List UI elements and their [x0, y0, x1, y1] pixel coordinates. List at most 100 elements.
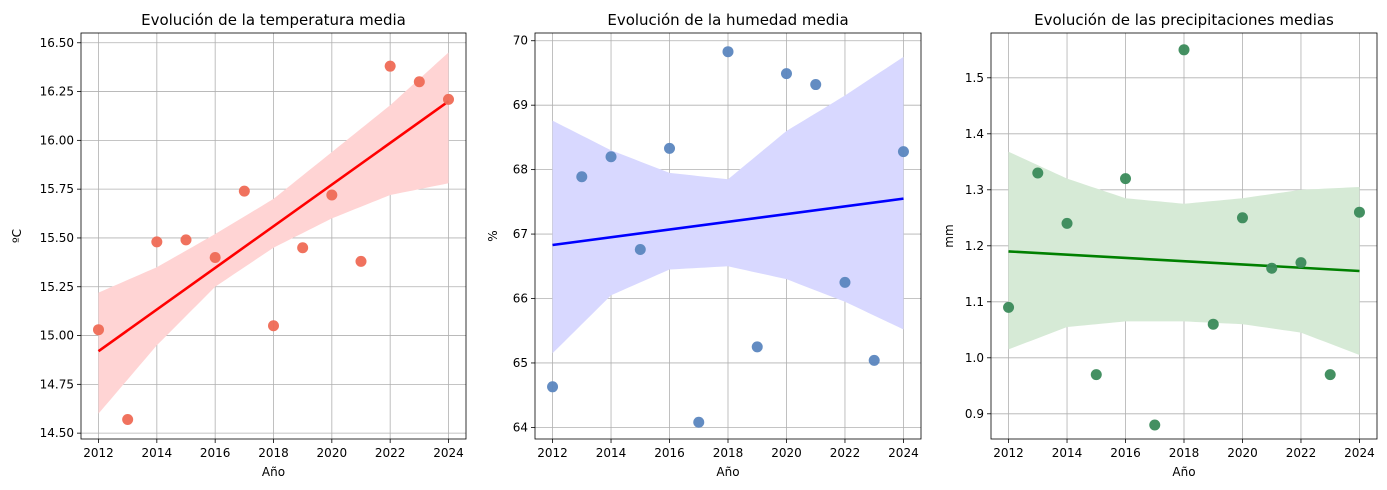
- y-tick-label: 1.0: [965, 351, 984, 365]
- data-point: [751, 341, 763, 353]
- x-tick-label: 2016: [1110, 446, 1141, 460]
- data-point: [384, 60, 396, 72]
- y-axis-label: ºC: [10, 229, 24, 243]
- data-point: [839, 276, 851, 288]
- data-point: [1295, 257, 1307, 269]
- y-tick-label: 1.2: [965, 239, 984, 253]
- y-tick-label: 14.75: [40, 377, 74, 391]
- x-axis-label: Año: [716, 465, 739, 479]
- data-point: [1266, 262, 1278, 274]
- x-tick-label: 2022: [375, 446, 406, 460]
- data-point: [1324, 369, 1336, 381]
- data-point: [1207, 318, 1219, 330]
- data-point: [1032, 167, 1044, 179]
- data-point: [693, 416, 705, 428]
- x-tick-label: 2024: [1344, 446, 1375, 460]
- y-tick-label: 16.50: [40, 36, 74, 50]
- x-tick-label: 2014: [596, 446, 627, 460]
- y-tick-label: 15.75: [40, 182, 74, 196]
- y-tick-label: 14.50: [40, 426, 74, 440]
- y-tick-label: 1.4: [965, 127, 984, 141]
- chart-panel-3: 2012 2014 2016 2018 2020 2022 2024 0.9 1.0 1.1 1.2…: [942, 11, 1378, 479]
- regression-line: [552, 197, 904, 247]
- data-point: [355, 255, 367, 267]
- data-point: [634, 244, 646, 256]
- y-tick-label: 15.00: [40, 329, 74, 343]
- x-tick-label: 2014: [1052, 446, 1083, 460]
- y-tick-label: 16.25: [40, 85, 74, 99]
- data-point: [1353, 206, 1365, 218]
- data-point: [238, 185, 250, 197]
- x-tick-label: 2012: [83, 446, 114, 460]
- y-tick-label: 1.1: [965, 295, 984, 309]
- data-point: [605, 151, 617, 163]
- x-axis-label: Año: [1172, 465, 1195, 479]
- data-point: [1061, 217, 1073, 229]
- y-tick-label: 1.3: [965, 183, 984, 197]
- x-tick-label: 2018: [713, 446, 744, 460]
- x-tick-label: 2012: [993, 446, 1024, 460]
- x-tick-label: 2016: [200, 446, 231, 460]
- x-tick-label: 2018: [258, 446, 289, 460]
- y-axis-label: %: [486, 230, 500, 241]
- confidence-band: [1008, 151, 1360, 355]
- x-tick-label: 2022: [830, 446, 861, 460]
- y-tick-label: 64: [513, 420, 528, 434]
- data-point: [722, 46, 734, 58]
- data-point: [180, 234, 192, 246]
- confidence-band: [98, 52, 449, 414]
- data-point: [413, 76, 425, 88]
- chart-title: Evolución de la humedad media: [607, 11, 848, 29]
- y-tick-label: 69: [513, 98, 528, 112]
- y-tick-label: 1.5: [965, 71, 984, 85]
- x-tick-label: 2020: [771, 446, 802, 460]
- data-point: [297, 242, 309, 254]
- data-point: [1236, 212, 1248, 224]
- y-axis-label: mm: [942, 224, 956, 247]
- x-tick-label: 2018: [1169, 446, 1200, 460]
- data-point: [1090, 369, 1102, 381]
- y-tick-label: 16.00: [40, 133, 74, 147]
- x-tick-label: 2016: [654, 446, 685, 460]
- x-tick-label: 2020: [317, 446, 348, 460]
- y-tick-label: 66: [513, 292, 528, 306]
- data-point: [1120, 173, 1132, 185]
- y-tick-label: 68: [513, 163, 528, 177]
- data-point: [1178, 44, 1190, 56]
- data-point: [664, 142, 676, 154]
- data-point: [268, 320, 279, 332]
- x-tick-label: 2012: [537, 446, 568, 460]
- data-point: [122, 413, 134, 425]
- y-tick-label: 65: [513, 356, 528, 370]
- data-point: [1003, 301, 1015, 313]
- x-tick-label: 2020: [1227, 446, 1258, 460]
- regression-line: [97, 100, 450, 353]
- y-tick-label: 67: [513, 227, 528, 241]
- data-point: [93, 324, 104, 336]
- chart-title: Evolución de la temperatura media: [141, 11, 406, 29]
- x-tick-label: 2022: [1286, 446, 1317, 460]
- data-point: [151, 236, 163, 248]
- y-tick-label: 70: [513, 34, 528, 48]
- x-axis-label: Año: [262, 465, 285, 479]
- data-point: [326, 189, 338, 201]
- chart-panel-1: 2012 2014 2016 2018 2020 2022 2024 14.50 14.75 15…: [10, 11, 467, 479]
- data-point: [810, 79, 822, 91]
- x-tick-label: 2024: [888, 446, 919, 460]
- y-tick-label: 15.25: [40, 280, 74, 294]
- chart-panel-2: 2012 2014 2016 2018 2020 2022 2024 64 65 66 67 68 69…: [486, 11, 922, 479]
- x-tick-label: 2014: [142, 446, 173, 460]
- data-point: [443, 93, 454, 105]
- data-point: [1149, 419, 1161, 431]
- data-point: [897, 146, 909, 158]
- data-point: [780, 68, 792, 80]
- chart-title: Evolución de las precipitaciones medias: [1034, 11, 1334, 29]
- data-point: [868, 354, 880, 366]
- data-point: [209, 251, 221, 263]
- data-point: [576, 171, 588, 183]
- data-point: [547, 381, 559, 393]
- confidence-band: [552, 56, 904, 354]
- y-tick-label: 15.50: [40, 231, 74, 245]
- y-tick-label: 0.9: [965, 407, 984, 421]
